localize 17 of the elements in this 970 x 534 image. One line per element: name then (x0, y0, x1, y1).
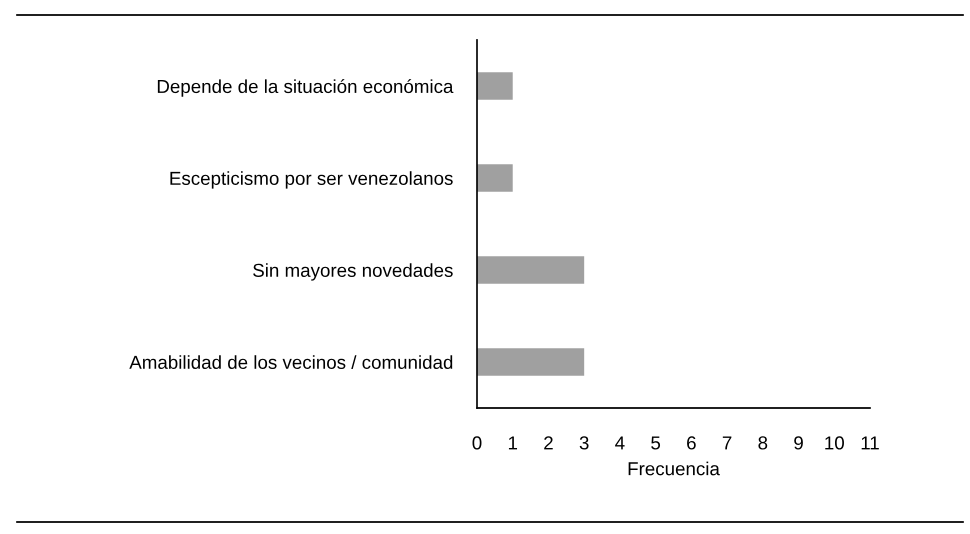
x-tick-label: 6 (687, 436, 696, 450)
x-tick-label: 7 (722, 436, 732, 450)
x-axis-title: Frecuencia (628, 462, 720, 476)
x-tick-label: 8 (758, 436, 768, 450)
x-tick-label: 1 (508, 436, 518, 450)
x-tick-label: 10 (825, 436, 844, 450)
y-tick-label: Depende de la situación económica (158, 79, 454, 97)
y-tick-label: Amabilidad de los vecinos / comunidad (129, 355, 452, 369)
y-tick-label: Sin mayores novedades (253, 263, 453, 281)
x-tick-label: 0 (472, 436, 482, 450)
x-tick-label: 5 (651, 436, 660, 450)
x-tick-label: 3 (580, 436, 589, 450)
x-tick-label: 4 (615, 436, 625, 450)
x-tick-label: 11 (862, 436, 879, 450)
x-tick-label: 9 (794, 436, 803, 450)
x-tick-label: 2 (544, 436, 553, 450)
y-tick-label: Escepticismo por ser venezolanos (170, 171, 453, 189)
